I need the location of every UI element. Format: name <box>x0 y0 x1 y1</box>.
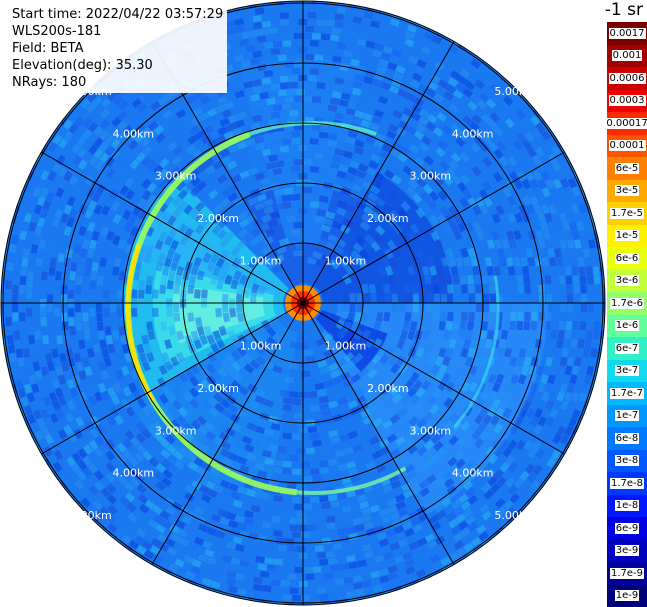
colorbar-tick-label: 1e-6 <box>614 320 640 332</box>
instrument-text: WLS200s-181 <box>12 24 102 39</box>
colorbar-cell: 1e-8 <box>607 494 647 517</box>
range-label: 5.00km <box>494 509 536 522</box>
pixel-texture <box>1 1 605 605</box>
range-label: 1.00km <box>240 339 282 352</box>
range-label: 3.00km <box>409 424 451 437</box>
colorbar-cell: 1e-6 <box>607 314 647 337</box>
colorbar-tick-label: 1.7e-5 <box>609 207 645 219</box>
colorbar-cell: 0.0006 <box>607 67 647 90</box>
colorbar-tick-label: 1.7e-9 <box>609 567 645 579</box>
colorbar-cell: 0.0003 <box>607 89 647 112</box>
colorbar-cell: 6e-8 <box>607 427 647 450</box>
colorbar-tick-label: 1e-9 <box>614 590 640 602</box>
scan-info-panel: Start time: 2022/04/22 03:57:29 WLS200s-… <box>12 6 228 93</box>
colorbar-cell: 6e-5 <box>607 157 647 180</box>
range-label: 5.00km <box>494 85 536 98</box>
colorbar-cell: 6e-9 <box>607 517 647 540</box>
colorbar-cell: 3e-5 <box>607 179 647 202</box>
range-label: 1.00km <box>240 255 282 268</box>
colorbar-cell: 6e-7 <box>607 337 647 360</box>
ppi-scan-plot: 1.00km 1.00km 1.00km 1.00km 2.00km 2.00km 2.00… <box>0 0 606 606</box>
colorbar-cell: 1.7e-7 <box>607 382 647 405</box>
colorbar-tick-label: 3e-5 <box>614 185 640 197</box>
colorbar-tick-label: 0.0003 <box>608 95 646 107</box>
colorbar-tick-label: 1.7e-6 <box>609 297 645 309</box>
colorbar-cell: 1e-7 <box>607 404 647 427</box>
colorbar-tick-label: 3e-7 <box>614 365 640 377</box>
range-label: 3.00km <box>155 170 197 183</box>
colorbar-cell: 1e-5 <box>607 224 647 247</box>
colorbar-tick-label: 0.001 <box>611 50 643 62</box>
colorbar-cell: 1.7e-9 <box>607 562 647 585</box>
colorbar-tick-label: 0.00017 <box>605 117 647 129</box>
colorbar-cell: 0.0001 <box>607 134 647 157</box>
colorbar-unit-label: -1 sr <box>602 0 645 20</box>
range-label: 4.00km <box>113 127 155 140</box>
range-label: 2.00km <box>367 382 409 395</box>
colorbar-cell: 1.7e-8 <box>607 472 647 495</box>
colorbar-tick-label: 6e-6 <box>614 252 640 264</box>
colorbar: 0.0017 0.001 0.0006 0.0003 0.00017 0.0001 6e-5… <box>605 22 647 607</box>
colorbar-cell: 1.7e-6 <box>607 292 647 315</box>
range-label: 4.00km <box>452 127 494 140</box>
range-label: 3.00km <box>409 170 451 183</box>
colorbar-tick-label: 0.0017 <box>608 27 646 39</box>
colorbar-cell: 1.7e-5 <box>607 202 647 225</box>
range-label: 3.00km <box>155 424 197 437</box>
elevation-text: Elevation(deg): 35.30 <box>12 58 153 73</box>
colorbar-tick-label: 6e-7 <box>614 342 640 354</box>
colorbar-tick-label: 1e-8 <box>614 500 640 512</box>
colorbar-cell: 0.0017 <box>607 22 647 45</box>
colorbar-cell: 6e-6 <box>607 247 647 270</box>
colorbar-tick-label: 1e-7 <box>614 410 640 422</box>
colorbar-tick-label: 1.7e-7 <box>609 387 645 399</box>
colorbar-cell: 0.001 <box>607 44 647 67</box>
colorbar-cell: 3e-7 <box>607 359 647 382</box>
range-label: 5.00km <box>70 509 112 522</box>
colorbar-tick-label: 0.0001 <box>608 140 646 152</box>
colorbar-cell: 3e-9 <box>607 539 647 562</box>
colorbar-tick-label: 0.0006 <box>608 72 646 84</box>
range-label: 4.00km <box>452 467 494 480</box>
field-text: Field: BETA <box>12 41 84 56</box>
colorbar-tick-label: 3e-6 <box>614 275 640 287</box>
colorbar-cell: 3e-8 <box>607 449 647 472</box>
start-time-text: Start time: 2022/04/22 03:57:29 <box>12 7 224 22</box>
colorbar-tick-label: 1e-5 <box>614 230 640 242</box>
colorbar-tick-label: 1.7e-8 <box>609 477 645 489</box>
colorbar-tick-label: 3e-8 <box>614 455 640 467</box>
nrays-text: NRays: 180 <box>12 75 87 90</box>
range-label: 2.00km <box>367 212 409 225</box>
colorbar-cell: 0.00017 <box>605 112 647 135</box>
range-label: 4.00km <box>113 467 155 480</box>
colorbar-tick-label: 6e-8 <box>614 432 640 444</box>
range-label: 1.00km <box>325 339 367 352</box>
colorbar-tick-label: 3e-9 <box>614 545 640 557</box>
colorbar-tick-label: 6e-5 <box>614 162 640 174</box>
colorbar-tick-label: 6e-9 <box>614 522 640 534</box>
colorbar-cell: 3e-6 <box>607 269 647 292</box>
colorbar-cell: 1e-9 <box>607 584 647 607</box>
range-label: 1.00km <box>325 255 367 268</box>
range-label: 2.00km <box>197 382 239 395</box>
range-label: 2.00km <box>197 212 239 225</box>
